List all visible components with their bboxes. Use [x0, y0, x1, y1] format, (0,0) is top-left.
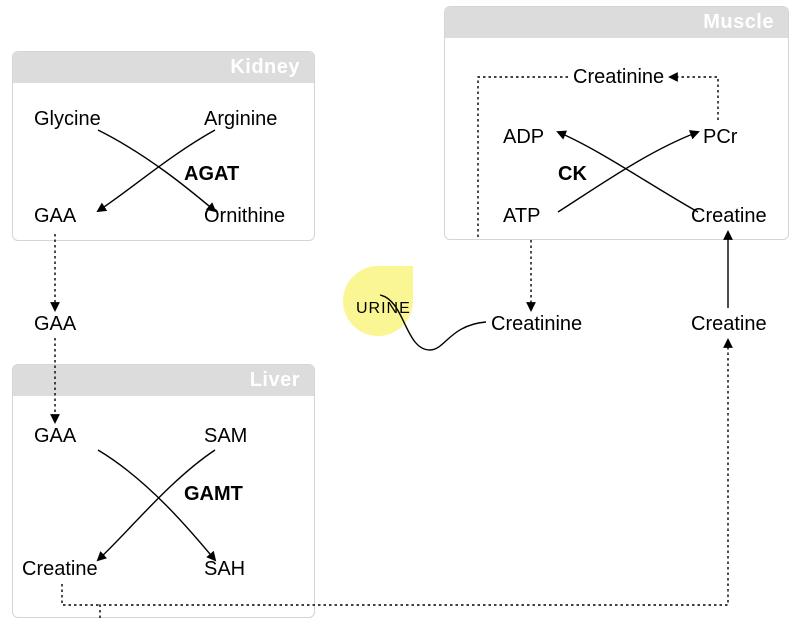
label-pcr: PCr [703, 126, 737, 149]
label-atp: ATP [503, 205, 540, 228]
label-creatine-muscle: Creatine [691, 205, 767, 228]
label-creatine-liver: Creatine [22, 558, 98, 581]
label-urine: URINE [356, 300, 411, 318]
label-glycine: Glycine [34, 108, 101, 131]
label-sah: SAH [204, 558, 245, 581]
kidney-header: Kidney [13, 52, 314, 83]
label-sam: SAM [204, 425, 247, 448]
label-arginine: Arginine [204, 108, 277, 131]
muscle-header: Muscle [445, 7, 788, 38]
label-gamt: GAMT [184, 483, 243, 506]
label-creatinine-muscle: Creatinine [573, 66, 664, 89]
label-creatine-out: Creatine [691, 313, 767, 336]
label-gaa-mid: GAA [34, 313, 76, 336]
liver-header: Liver [13, 365, 314, 396]
label-agat: AGAT [184, 163, 239, 186]
label-creatinine-out: Creatinine [491, 313, 582, 336]
label-gaa-liver: GAA [34, 425, 76, 448]
label-ornithine: Ornithine [204, 205, 285, 228]
label-gaa-kidney: GAA [34, 205, 76, 228]
label-ck: CK [558, 163, 587, 186]
label-adp: ADP [503, 126, 544, 149]
